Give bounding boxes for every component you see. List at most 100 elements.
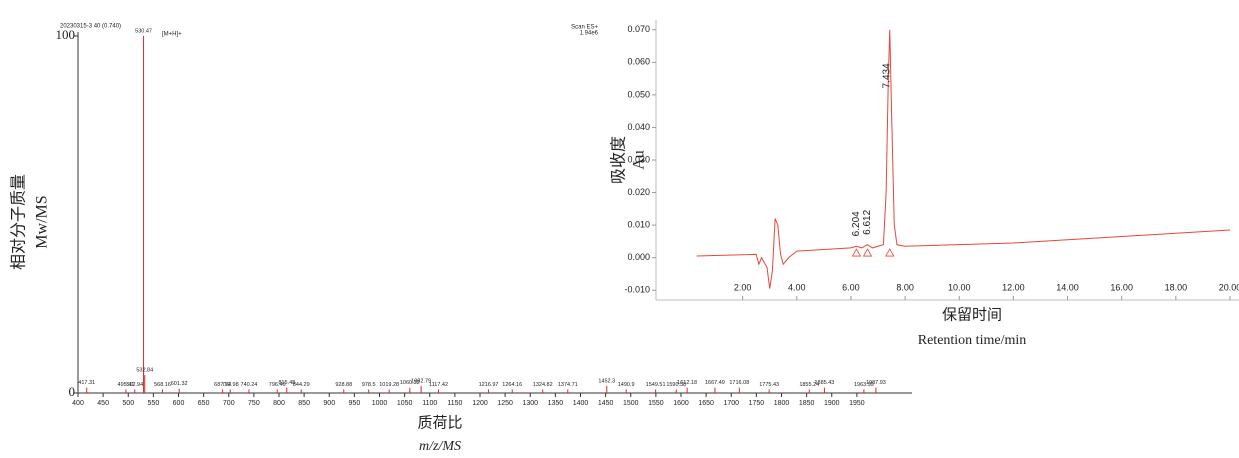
y-tick-label: 0.070 xyxy=(627,24,650,34)
x-tick-label: 600 xyxy=(173,400,185,407)
peak-marker xyxy=(862,248,873,257)
x-tick-label: 1600 xyxy=(673,400,689,407)
x-tick-label: 1950 xyxy=(849,400,865,407)
y-tick-label: 0.010 xyxy=(627,219,650,229)
peak-label: 495.41 xyxy=(118,382,135,388)
y-tick-label: -0.010 xyxy=(624,285,650,295)
y-tick-label: 0 xyxy=(69,384,76,399)
peak-label: 1019.28 xyxy=(379,382,399,388)
x-axis-label: 质荷比 xyxy=(417,414,462,431)
x-tick-label: 1550 xyxy=(648,400,664,407)
x-tick-label: 1650 xyxy=(698,400,714,407)
peak-label: 512.94 xyxy=(126,382,143,388)
peak-label: 1452.3 xyxy=(598,378,615,384)
panel-background xyxy=(605,0,1239,302)
x-tick-label: 800 xyxy=(273,400,285,407)
peak-label: 7.434 xyxy=(881,63,892,88)
peak-label: 1216.97 xyxy=(479,382,499,388)
x-tick-label: 18.00 xyxy=(1165,282,1188,292)
x-tick-label: 700 xyxy=(223,400,235,407)
y-tick-label: 0.040 xyxy=(627,122,650,132)
y-tick-label: 0.060 xyxy=(627,57,650,67)
y-tick-label: 0.030 xyxy=(627,154,650,164)
x-tick-label: 2.00 xyxy=(734,282,752,292)
peak-label: 1775.43 xyxy=(759,382,779,388)
x-tick-label: 1850 xyxy=(799,400,815,407)
x-tick-label: 1800 xyxy=(774,400,790,407)
peak-label: 1324.82 xyxy=(533,382,553,388)
x-tick-label: 900 xyxy=(323,400,335,407)
x-tick-label: 400 xyxy=(72,400,84,407)
x-tick-label: 1350 xyxy=(548,400,564,407)
x-tick-label: 16.00 xyxy=(1110,282,1133,292)
peak-marker xyxy=(851,248,862,257)
x-tick-label: 750 xyxy=(248,400,260,407)
peak-label: 687.74 xyxy=(214,382,231,388)
peak-label: 532.84 xyxy=(136,368,153,374)
x-tick-label: 1200 xyxy=(472,400,488,407)
x-tick-label: 1300 xyxy=(522,400,538,407)
y-axis-label-2: Mw/MS xyxy=(34,195,51,248)
x-tick-label: 950 xyxy=(349,400,361,407)
header: 20230315-3 40 (0.740) xyxy=(60,24,121,30)
peak-label: 568.16 xyxy=(154,382,171,388)
x-tick-label: 6.00 xyxy=(842,282,860,292)
peak-label: 1612.18 xyxy=(677,380,697,386)
peak-label: 702.98 xyxy=(222,382,239,388)
peak-label: 1490.9 xyxy=(618,382,635,388)
x-tick-label: 20.00 xyxy=(1219,282,1239,292)
peak-label: 417.31 xyxy=(78,380,95,386)
annotation: [M+H]+ xyxy=(162,32,182,38)
scan-mode: Scan ES+ xyxy=(571,25,598,31)
peak-label: 1667.49 xyxy=(705,380,725,386)
peak-label: 1987.93 xyxy=(866,380,886,386)
peak-label: 1855.24 xyxy=(799,382,819,388)
x-axis-label: 保留时间 xyxy=(942,306,1002,323)
peak-label: 796.46 xyxy=(269,382,286,388)
y-axis-label: 吸收度 xyxy=(610,136,628,184)
peak-label: 1590.58 xyxy=(666,382,686,388)
peak-label: 740.24 xyxy=(241,382,258,388)
peak-label: 1963.99 xyxy=(854,382,874,388)
peak-label: 928.88 xyxy=(335,382,352,388)
x-tick-label: 1000 xyxy=(372,400,388,407)
peak-label: 1117.42 xyxy=(429,382,448,388)
peak-label: 815.48 xyxy=(278,380,295,386)
chromatogram: -0.010 0.000 0.010 0.020 0.030 0.040 0.050 0.06… xyxy=(610,20,1239,348)
x-tick-label: 850 xyxy=(298,400,310,407)
y-axis-label-2: Au xyxy=(631,150,648,170)
x-tick-label: 1150 xyxy=(447,400,462,407)
x-tick-label: 1050 xyxy=(397,400,413,407)
peak-label: 6.612 xyxy=(862,209,873,234)
x-tick-label: 1500 xyxy=(623,400,639,407)
x-tick-label: 450 xyxy=(97,400,109,407)
x-tick-label: 4.00 xyxy=(788,282,806,292)
intensity: 1.94e6 xyxy=(580,31,599,37)
peak-label: 601.32 xyxy=(171,381,188,387)
y-tick-label: 100 xyxy=(56,27,76,42)
x-axis-label-2: m/z/MS xyxy=(419,439,461,454)
peak-label: 844.29 xyxy=(293,382,310,388)
peak-label: 1374.71 xyxy=(558,382,578,388)
peak-label: 1549.51 xyxy=(646,382,666,388)
y-axis-label: 相对分子质量 xyxy=(10,174,28,270)
x-tick-label: 550 xyxy=(148,400,160,407)
y-tick-label: 0.000 xyxy=(627,252,650,262)
x-tick-label: 1450 xyxy=(598,400,614,407)
x-tick-label: 12.00 xyxy=(1002,282,1025,292)
x-tick-label: 14.00 xyxy=(1056,282,1079,292)
x-tick-label: 1700 xyxy=(723,400,739,407)
x-tick-label: 1250 xyxy=(497,400,513,407)
peak-label: 530.47 xyxy=(135,28,152,34)
x-tick-label: 1100 xyxy=(422,400,437,407)
peak-marker xyxy=(885,248,895,257)
x-tick-label: 650 xyxy=(198,400,210,407)
peak-label: 1885.43 xyxy=(814,380,834,386)
y-tick-label: 0.020 xyxy=(627,187,650,197)
peak-label: 1060.32 xyxy=(400,380,420,386)
y-tick-label: 0.050 xyxy=(627,89,650,99)
mass-spectrum: 0 100 400 450 500 550 600 650 700 750 800 850 900 950… xyxy=(10,24,912,454)
trace xyxy=(696,29,1231,289)
x-tick-label: 8.00 xyxy=(896,282,914,292)
